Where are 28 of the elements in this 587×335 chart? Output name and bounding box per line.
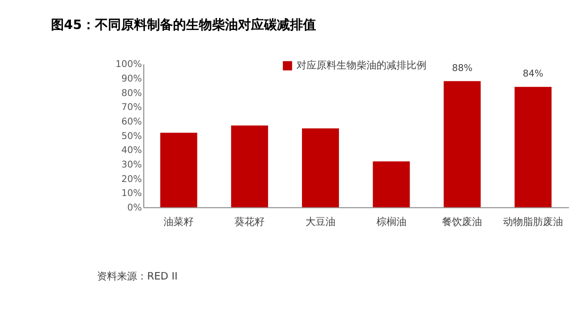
- bar: [514, 86, 552, 208]
- y-tick-label: 70%: [121, 102, 142, 114]
- data-label: 88%: [452, 62, 473, 74]
- bar: [160, 132, 198, 208]
- y-tick-label: 80%: [121, 88, 142, 99]
- y-tick-label: 20%: [121, 174, 142, 185]
- x-tick-label: 油菜籽: [164, 216, 194, 228]
- x-tick-label: 葵花籽: [234, 216, 265, 228]
- x-tick-label: 餐饮废油: [442, 216, 482, 228]
- legend-label: 对应原料生物柴油的减排比例: [296, 60, 427, 72]
- y-tick-label: 10%: [121, 188, 142, 200]
- y-tick-label: 0%: [127, 202, 142, 214]
- bar: [231, 126, 268, 208]
- y-tick-label: 60%: [121, 116, 142, 128]
- y-tick-label: 30%: [121, 159, 142, 170]
- x-tick-label: 棕榈油: [376, 216, 406, 228]
- x-tick-label: 动物脂肪废油: [503, 216, 564, 228]
- y-tick-label: 90%: [121, 73, 142, 84]
- y-tick-label: 40%: [121, 145, 142, 156]
- chart-title: 图45：不同原料制备的生物柴油对应碳减排值: [50, 16, 316, 33]
- text: 资料来源：RED II: [97, 270, 178, 282]
- bar: [444, 81, 481, 208]
- x-tick-label: 大豆油: [305, 216, 336, 228]
- data-label: 84%: [522, 68, 544, 80]
- bar: [372, 161, 410, 208]
- y-tick-label: 100%: [115, 59, 142, 70]
- y-tick-label: 50%: [121, 130, 142, 142]
- bar: [302, 128, 339, 208]
